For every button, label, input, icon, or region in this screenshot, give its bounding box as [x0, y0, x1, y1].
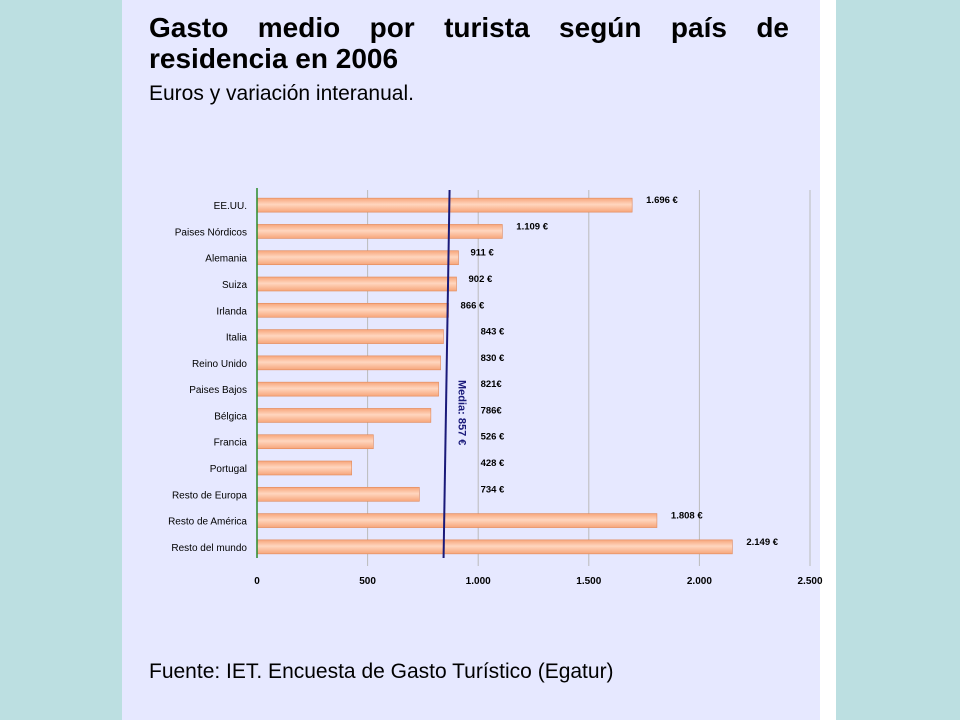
bar [256, 539, 733, 555]
category-label: Bélgica [214, 411, 247, 422]
bar [256, 276, 457, 292]
data-label: 830 € [481, 353, 505, 364]
data-label: 2.149 € [746, 537, 778, 548]
bar [256, 250, 459, 266]
category-label: Paises Nórdicos [175, 227, 247, 238]
category-label: Resto de América [168, 517, 247, 528]
data-label: 1.109 € [516, 221, 548, 232]
category-label: Paises Bajos [189, 385, 247, 396]
data-label: 786€ [481, 405, 503, 416]
data-label: 821€ [481, 379, 503, 390]
category-label: Francia [214, 438, 248, 449]
data-label: 911 € [471, 248, 495, 259]
data-label: 428 € [481, 458, 505, 469]
bar [256, 408, 432, 423]
data-label: 1.808 € [671, 511, 703, 522]
average-label: Media: 857 € [456, 380, 468, 445]
bar [256, 460, 352, 476]
category-label: Reino Unido [192, 359, 247, 370]
category-label: Suiza [222, 280, 247, 291]
x-tick-label: 500 [359, 576, 376, 587]
bar [256, 513, 658, 528]
bar [256, 197, 633, 213]
bar [256, 302, 449, 318]
x-tick-label: 2.000 [687, 576, 712, 587]
source-note: Fuente: IET. Encuesta de Gasto Turístico… [149, 660, 614, 683]
data-label: 843 € [481, 327, 505, 338]
data-label: 734 € [481, 484, 505, 495]
bar [256, 224, 503, 239]
category-label: Alemania [205, 254, 247, 265]
chart-title: Gasto medio por turista según país de re… [149, 12, 789, 74]
category-label: EE.UU. [214, 201, 247, 212]
category-label: Resto del mundo [171, 543, 247, 554]
x-tick-label: 0 [254, 576, 260, 587]
category-label: Portugal [210, 464, 247, 475]
bar [256, 329, 444, 344]
bar [256, 486, 420, 502]
average-line [442, 189, 451, 559]
bar [256, 434, 374, 450]
data-label: 1.696 € [646, 195, 678, 206]
x-tick-label: 2.500 [797, 576, 822, 587]
slide-edge [820, 0, 836, 720]
x-tick-label: 1.500 [576, 576, 601, 587]
category-label: Irlanda [216, 306, 247, 317]
bar [256, 381, 439, 397]
chart-subtitle: Euros y variación interanual. [149, 82, 414, 105]
x-tick-label: 1.000 [466, 576, 491, 587]
data-label: 526 € [481, 432, 505, 443]
data-label: 866 € [461, 300, 485, 311]
category-label: Italia [226, 333, 248, 344]
bar [256, 355, 441, 371]
slide: Gasto medio por turista según país de re… [122, 0, 820, 720]
category-label: Resto de Europa [172, 490, 247, 501]
data-label: 902 € [469, 274, 493, 285]
